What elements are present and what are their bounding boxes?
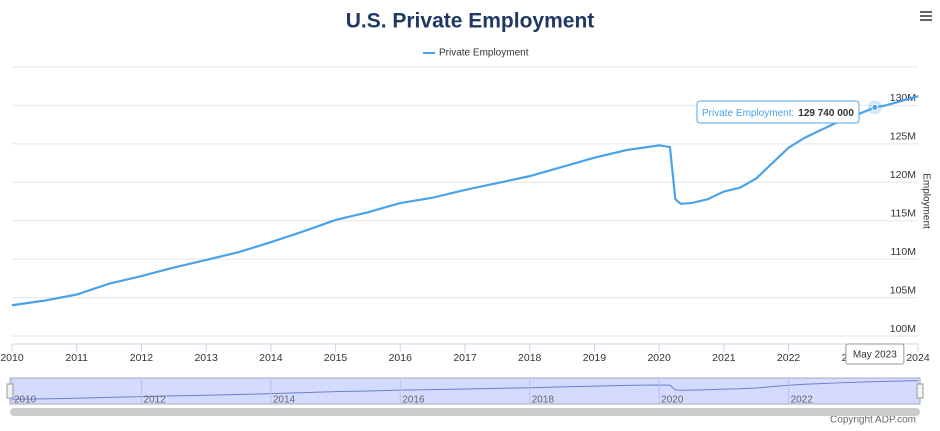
- x-tick-label: 2022: [777, 352, 801, 364]
- navigator-tick-label: 2014: [273, 395, 296, 406]
- date-label-box: [845, 343, 905, 365]
- tooltip-series: Private Employment:: [702, 108, 794, 119]
- navigator-tick-label: 2016: [402, 395, 425, 406]
- x-tick-label: 2016: [389, 352, 413, 364]
- y-tick-label: 130M: [890, 92, 916, 104]
- legend-label: Private Employment: [439, 48, 529, 59]
- navigator-bg: [9, 377, 921, 405]
- chart-title: U.S. Private Employment: [346, 10, 595, 33]
- navigator-handle[interactable]: [6, 383, 14, 399]
- x-tick-label: 2011: [65, 352, 88, 364]
- x-tick-label: 2012: [130, 352, 154, 364]
- y-axis-title: Employment: [920, 173, 931, 229]
- y-tick-label: 115M: [891, 207, 917, 219]
- y-tick-label: 120M: [890, 169, 916, 181]
- data-line: [11, 95, 919, 307]
- menu-icon[interactable]: [920, 11, 932, 21]
- navigator-tick-label: 2010: [14, 395, 37, 406]
- tooltip-text: Private Employment: 129 740 000: [702, 108, 854, 119]
- x-tick-label: 2018: [518, 352, 542, 364]
- x-tick-label: 2015: [324, 352, 348, 364]
- y-tick-label: 105M: [890, 284, 916, 296]
- tooltip-value: 129 740 000: [798, 108, 854, 119]
- hover-point: [871, 103, 879, 111]
- navigator-tick-label: 2018: [532, 395, 555, 406]
- credits[interactable]: Copyright ADP.com: [830, 415, 916, 426]
- navigator-tick-label: 2012: [143, 395, 166, 406]
- tooltip-box: [696, 100, 860, 124]
- date-label: May 2023: [853, 350, 897, 361]
- x-tick-label: 2020: [647, 352, 671, 364]
- x-tick-label: 2013: [194, 352, 218, 364]
- scrollbar[interactable]: [10, 408, 920, 416]
- y-tick-label: 125M: [890, 131, 916, 143]
- navigator-line: [11, 380, 919, 400]
- x-tick-label: 2010: [0, 352, 24, 364]
- x-tick-label: 2014: [259, 352, 283, 364]
- x-tick-label: 2017: [453, 352, 477, 364]
- x-tick-label: 2021: [712, 352, 736, 364]
- y-tick-label: 110M: [891, 246, 917, 258]
- y-tick-label: 100M: [890, 323, 916, 335]
- x-tick-label: 2024: [906, 352, 930, 364]
- navigator-handle[interactable]: [916, 383, 924, 399]
- navigator-tick-label: 2020: [661, 395, 684, 406]
- navigator-tick-label: 2022: [791, 395, 814, 406]
- x-tick-label: 2019: [583, 352, 607, 364]
